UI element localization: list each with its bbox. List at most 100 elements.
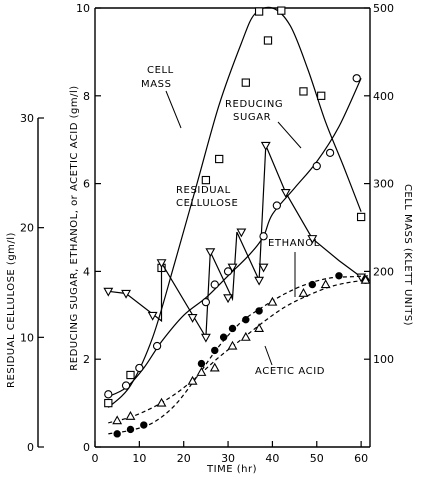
residual-cellulose-point: [254, 276, 265, 286]
residual-cellulose-point: [258, 263, 269, 273]
y-cellulose-tick-label: 30: [20, 112, 34, 125]
series-layer: [103, 6, 371, 438]
reducing-sugar-leader: [277, 121, 302, 149]
acetic-acid-point: [209, 362, 220, 372]
ethanol-point: [140, 421, 148, 429]
plot-frame: [37, 7, 371, 448]
acetic-acid-point: [254, 323, 265, 333]
acetic-acid-point: [125, 410, 136, 420]
reducing-sugar-point: [259, 232, 268, 241]
acetic-acid-point: [298, 288, 309, 297]
acetic-acid-point: [227, 340, 238, 350]
residual-cellulose-line: [108, 145, 362, 340]
y-axis-sugar-label: REDUCING SUGAR, ETHANOL, or ACETIC ACID …: [69, 85, 80, 370]
y-cellulose-tick-label: 10: [20, 331, 34, 344]
residual-cellulose-point: [280, 189, 291, 198]
cell-mass-leader: [165, 90, 182, 129]
ethanol-point: [211, 346, 219, 355]
y-sugar-tick-label: 10: [76, 2, 90, 15]
acetic-acid-point: [320, 279, 331, 289]
residual-cellulose-point: [236, 228, 247, 238]
ethanol-point: [242, 315, 250, 324]
residual-cellulose-point: [227, 263, 238, 273]
residual-cellulose-point: [307, 235, 318, 244]
y-cellulose-tick-label: 0: [27, 441, 34, 454]
y-sugar-tick-label: 2: [83, 353, 90, 366]
cell-mass-point: [254, 7, 264, 16]
residual-cellulose-point: [223, 294, 233, 304]
cell-mass-label-line2: MASS: [141, 79, 172, 90]
ethanol-point: [126, 425, 135, 434]
ethanol-point: [219, 333, 228, 341]
x-tick-label: 50: [310, 452, 324, 465]
cell-mass-point: [215, 154, 224, 164]
reducing-sugar-point: [325, 148, 335, 158]
reducing-sugar-point: [152, 341, 162, 351]
ethanol-point: [197, 359, 206, 368]
cell-mass-line: [107, 6, 362, 408]
reducing-sugar-point: [210, 280, 219, 289]
reducing-sugar-point: [201, 297, 211, 307]
x-tick-label: 10: [132, 452, 146, 465]
cell-mass-point: [126, 370, 135, 380]
cell-mass-label-line1: CELL: [147, 65, 174, 76]
acetic-acid-point: [112, 415, 123, 425]
x-tick-label: 0: [92, 452, 99, 465]
x-tick-label: 20: [177, 452, 191, 465]
reducing-sugar-label-line2: SUGAR: [233, 112, 271, 123]
acetic-acid-point: [267, 296, 278, 306]
x-tick-label: 60: [354, 452, 368, 465]
cell-mass-point: [356, 212, 366, 222]
y-cellmass-tick-label: 300: [373, 178, 394, 191]
ethanol-point: [113, 430, 121, 438]
ethanol-point: [228, 324, 237, 333]
cell-mass-point: [104, 398, 113, 408]
y-cellmass-tick-label: 400: [373, 90, 394, 103]
y-sugar-tick-label: 0: [83, 441, 90, 454]
residual-cellulose-label-line1: RESIDUAL: [176, 185, 231, 196]
y-sugar-tick-label: 4: [83, 265, 90, 278]
y-cellulose-tick-label: 20: [20, 222, 34, 235]
acetic-acid-label: ACETIC ACID: [255, 366, 325, 377]
ethanol-point: [308, 280, 317, 289]
acetic-acid-point: [156, 397, 167, 407]
ethanol-label: ETHANOL: [268, 238, 320, 249]
reducing-sugar-point: [312, 161, 321, 171]
cell-mass-point: [201, 175, 211, 185]
y-axis-cellmass-label: CELL MASS (KLETT UNITS): [402, 184, 413, 326]
y-sugar-tick-label: 8: [83, 90, 90, 103]
y-sugar-tick-label: 6: [83, 178, 90, 191]
residual-cellulose-point: [147, 311, 158, 321]
reducing-sugar-point: [352, 74, 361, 83]
cell-mass-point: [263, 36, 273, 45]
annotations: CELL MASS REDUCING SUGAR RESIDUAL CELLUL…: [141, 65, 325, 377]
y-axis-cellulose-label: RESIDUAL CELLULOSE (gm/l): [6, 232, 17, 388]
x-axis-label: TIME (hr): [206, 464, 257, 475]
residual-cellulose-point: [156, 259, 167, 269]
acetic-acid-point: [360, 274, 371, 284]
cell-mass-point: [317, 91, 326, 100]
reducing-sugar-point: [223, 267, 233, 276]
reducing-sugar-point: [135, 363, 144, 373]
axes-ticks: 0 10 20 30 40 50 60 0 2 4 6 8 10 100 200 300 400 500 0 10 20…: [20, 2, 394, 465]
acetic-acid-point: [240, 331, 251, 341]
reducing-sugar-point: [104, 390, 113, 399]
x-tick-label: 30: [221, 452, 235, 465]
reducing-sugar-point: [121, 381, 131, 390]
ethanol-point: [335, 272, 343, 280]
residual-cellulose-point: [121, 289, 131, 299]
residual-cellulose-point: [103, 287, 114, 297]
x-tick-label: 40: [265, 452, 279, 465]
residual-cellulose-point: [200, 333, 211, 343]
residual-cellulose-point: [205, 248, 216, 258]
acetic-acid-point: [187, 375, 198, 385]
residual-cellulose-point: [260, 141, 271, 151]
cell-mass-point: [241, 78, 250, 87]
acetic-acid-leader: [264, 345, 273, 366]
y-cellmass-tick-label: 100: [373, 353, 394, 366]
ethanol-point: [255, 307, 263, 315]
residual-cellulose-label-line2: CELLULOSE: [176, 198, 238, 209]
cell-mass-point: [299, 87, 308, 96]
residual-cellulose-point: [187, 314, 198, 323]
